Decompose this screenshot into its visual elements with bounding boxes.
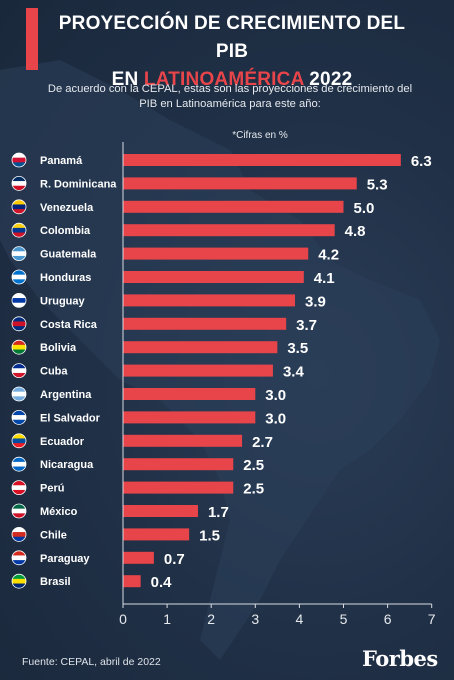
mexico-flag-icon — [11, 503, 27, 519]
x-tick-label: 5 — [340, 611, 348, 627]
panama-flag-icon — [11, 152, 27, 168]
x-tick-label: 3 — [251, 611, 259, 627]
bar — [123, 575, 141, 588]
subtitle: De acuerdo con la CEPAL, estas son las p… — [47, 83, 413, 110]
category-label: Honduras — [40, 272, 91, 284]
x-tick-label: 1 — [163, 611, 171, 627]
bar — [123, 200, 344, 213]
value-label: 1.5 — [199, 527, 220, 544]
value-label: 0.7 — [164, 551, 185, 568]
category-label: Cuba — [40, 366, 68, 378]
value-label: 3.5 — [287, 340, 308, 357]
bar — [123, 271, 304, 283]
el-salvador-flag-icon — [11, 409, 27, 425]
bar — [123, 434, 243, 447]
units-note: *Cifras en % — [232, 130, 288, 141]
page-title: PROYECCIÓN DE CRECIMIENTO DEL PIB EN LAT… — [52, 10, 412, 94]
value-label: 1.7 — [208, 504, 229, 521]
ecuador-flag-icon — [11, 433, 27, 449]
source-note: Fuente: CEPAL, abril de 2022 — [22, 656, 161, 668]
category-label: Chile — [40, 529, 67, 541]
x-tick-label: 7 — [428, 611, 436, 627]
value-label: 3.9 — [305, 293, 326, 310]
category-label: Nicaragua — [40, 459, 94, 471]
bar — [123, 551, 154, 564]
category-label: Brasil — [40, 576, 71, 588]
nicaragua-flag-icon — [11, 456, 27, 472]
bar — [123, 224, 335, 237]
bar — [123, 505, 198, 517]
guatemala-flag-icon — [11, 246, 27, 262]
brasil-flag-icon — [11, 573, 27, 589]
honduras-flag-icon — [11, 269, 27, 285]
dominican-republic-flag-icon — [11, 175, 27, 191]
title-line-2: EN LATINOAMÉRICA 2022 — [52, 66, 412, 94]
x-tick-label: 6 — [384, 611, 392, 627]
bar — [123, 388, 256, 400]
category-label: Paraguay — [40, 553, 90, 565]
value-label: 2.7 — [252, 434, 273, 451]
uruguay-flag-icon — [11, 292, 27, 308]
x-tick-label: 2 — [207, 611, 215, 627]
value-label: 4.2 — [318, 247, 339, 264]
argentina-flag-icon — [11, 386, 27, 402]
value-label: 3.7 — [296, 317, 317, 334]
category-label: Venezuela — [40, 202, 94, 214]
value-label: 3.0 — [265, 387, 286, 404]
category-label: Bolivia — [40, 342, 77, 354]
bar — [123, 154, 401, 166]
value-label: 5.3 — [367, 176, 388, 193]
bar — [123, 528, 190, 541]
bar — [123, 458, 234, 471]
category-label: El Salvador — [40, 412, 101, 424]
costa-rica-flag-icon — [11, 316, 27, 332]
title-prefix: EN — [111, 69, 139, 90]
bar — [123, 294, 295, 307]
x-tick-label: 4 — [296, 611, 304, 627]
paraguay-flag-icon — [11, 550, 27, 566]
bar — [123, 481, 234, 494]
bar — [123, 247, 309, 260]
value-label: 0.4 — [151, 574, 173, 591]
category-label: Argentina — [40, 389, 92, 401]
value-label: 5.0 — [354, 200, 375, 217]
category-label: Ecuador — [40, 436, 85, 448]
peru-flag-icon — [11, 480, 27, 496]
title-line-1: PROYECCIÓN DE CRECIMIENTO DEL PIB — [58, 13, 406, 62]
category-label: Colombia — [40, 225, 91, 237]
bar — [123, 317, 287, 330]
bar — [123, 177, 357, 190]
forbes-logo: Forbes — [362, 646, 438, 671]
venezuela-flag-icon — [11, 199, 27, 215]
category-label: Uruguay — [40, 295, 86, 307]
category-label: México — [40, 506, 78, 518]
x-tick-label: 0 — [119, 611, 127, 627]
bolivia-flag-icon — [11, 339, 27, 355]
value-label: 2.5 — [243, 481, 264, 498]
value-label: 3.0 — [265, 410, 286, 427]
value-label: 2.5 — [243, 457, 264, 474]
chile-flag-icon — [11, 527, 27, 542]
category-label: Guatemala — [40, 249, 97, 261]
category-label: Panamá — [40, 155, 83, 167]
cuba-flag-icon — [11, 363, 27, 379]
title-suffix: 2022 — [309, 69, 353, 90]
category-label: Costa Rica — [40, 319, 98, 331]
category-label: R. Dominicana — [40, 178, 117, 190]
bar — [123, 341, 278, 354]
value-label: 3.4 — [283, 364, 305, 381]
value-label: 4.8 — [345, 223, 366, 240]
bar — [123, 411, 256, 424]
value-label: 6.3 — [411, 153, 432, 170]
value-label: 4.1 — [314, 270, 335, 287]
title-accent: LATINOAMÉRICA — [143, 69, 304, 90]
category-label: Perú — [40, 483, 64, 495]
colombia-flag-icon — [11, 222, 27, 238]
bar — [123, 364, 273, 377]
title-accent-bar — [26, 8, 38, 70]
